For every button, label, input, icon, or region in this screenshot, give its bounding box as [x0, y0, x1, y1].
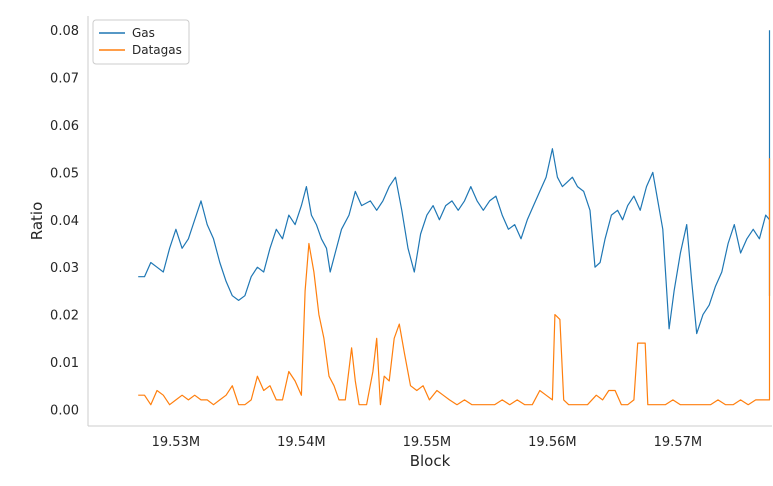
y-tick-label: 0.08	[50, 24, 79, 39]
series-line-datagas	[138, 158, 771, 406]
y-axis-label: Ratio	[28, 202, 46, 241]
legend-label-datagas: Datagas	[132, 43, 182, 57]
y-tick-label: 0.03	[50, 261, 79, 276]
x-tick-label: 19.55M	[403, 435, 451, 450]
series-line-gas	[138, 30, 771, 335]
legend-box	[92, 19, 190, 65]
y-tick-label: 0.05	[50, 166, 79, 181]
legend: Gas Datagas	[92, 19, 190, 65]
x-tick-label: 19.56M	[528, 435, 576, 450]
series-layer	[138, 30, 771, 406]
x-tick-label: 19.54M	[277, 435, 325, 450]
legend-label-gas: Gas	[132, 26, 155, 40]
y-tick-label: 0.04	[50, 214, 79, 229]
x-tick-label: 19.57M	[654, 435, 702, 450]
y-tick-label: 0.02	[50, 309, 79, 324]
y-tick-label: 0.07	[50, 72, 79, 87]
y-ticks: 0.00 0.01 0.02 0.03 0.04 0.05 0.06 0.07 0.08	[50, 24, 79, 418]
x-tick-label: 19.53M	[152, 435, 200, 450]
plot-area: 19.53M 19.54M 19.55M 19.56M 19.57M 0.000.010…	[50, 16, 772, 450]
y-tick-label: 0.06	[50, 119, 79, 134]
y-tick-label: 0.01	[50, 356, 79, 371]
x-ticks: 19.53M 19.54M 19.55M 19.56M 19.57M	[152, 435, 702, 450]
y-tick-label: 0.00	[50, 403, 79, 418]
x-axis-label: Block	[410, 452, 451, 470]
